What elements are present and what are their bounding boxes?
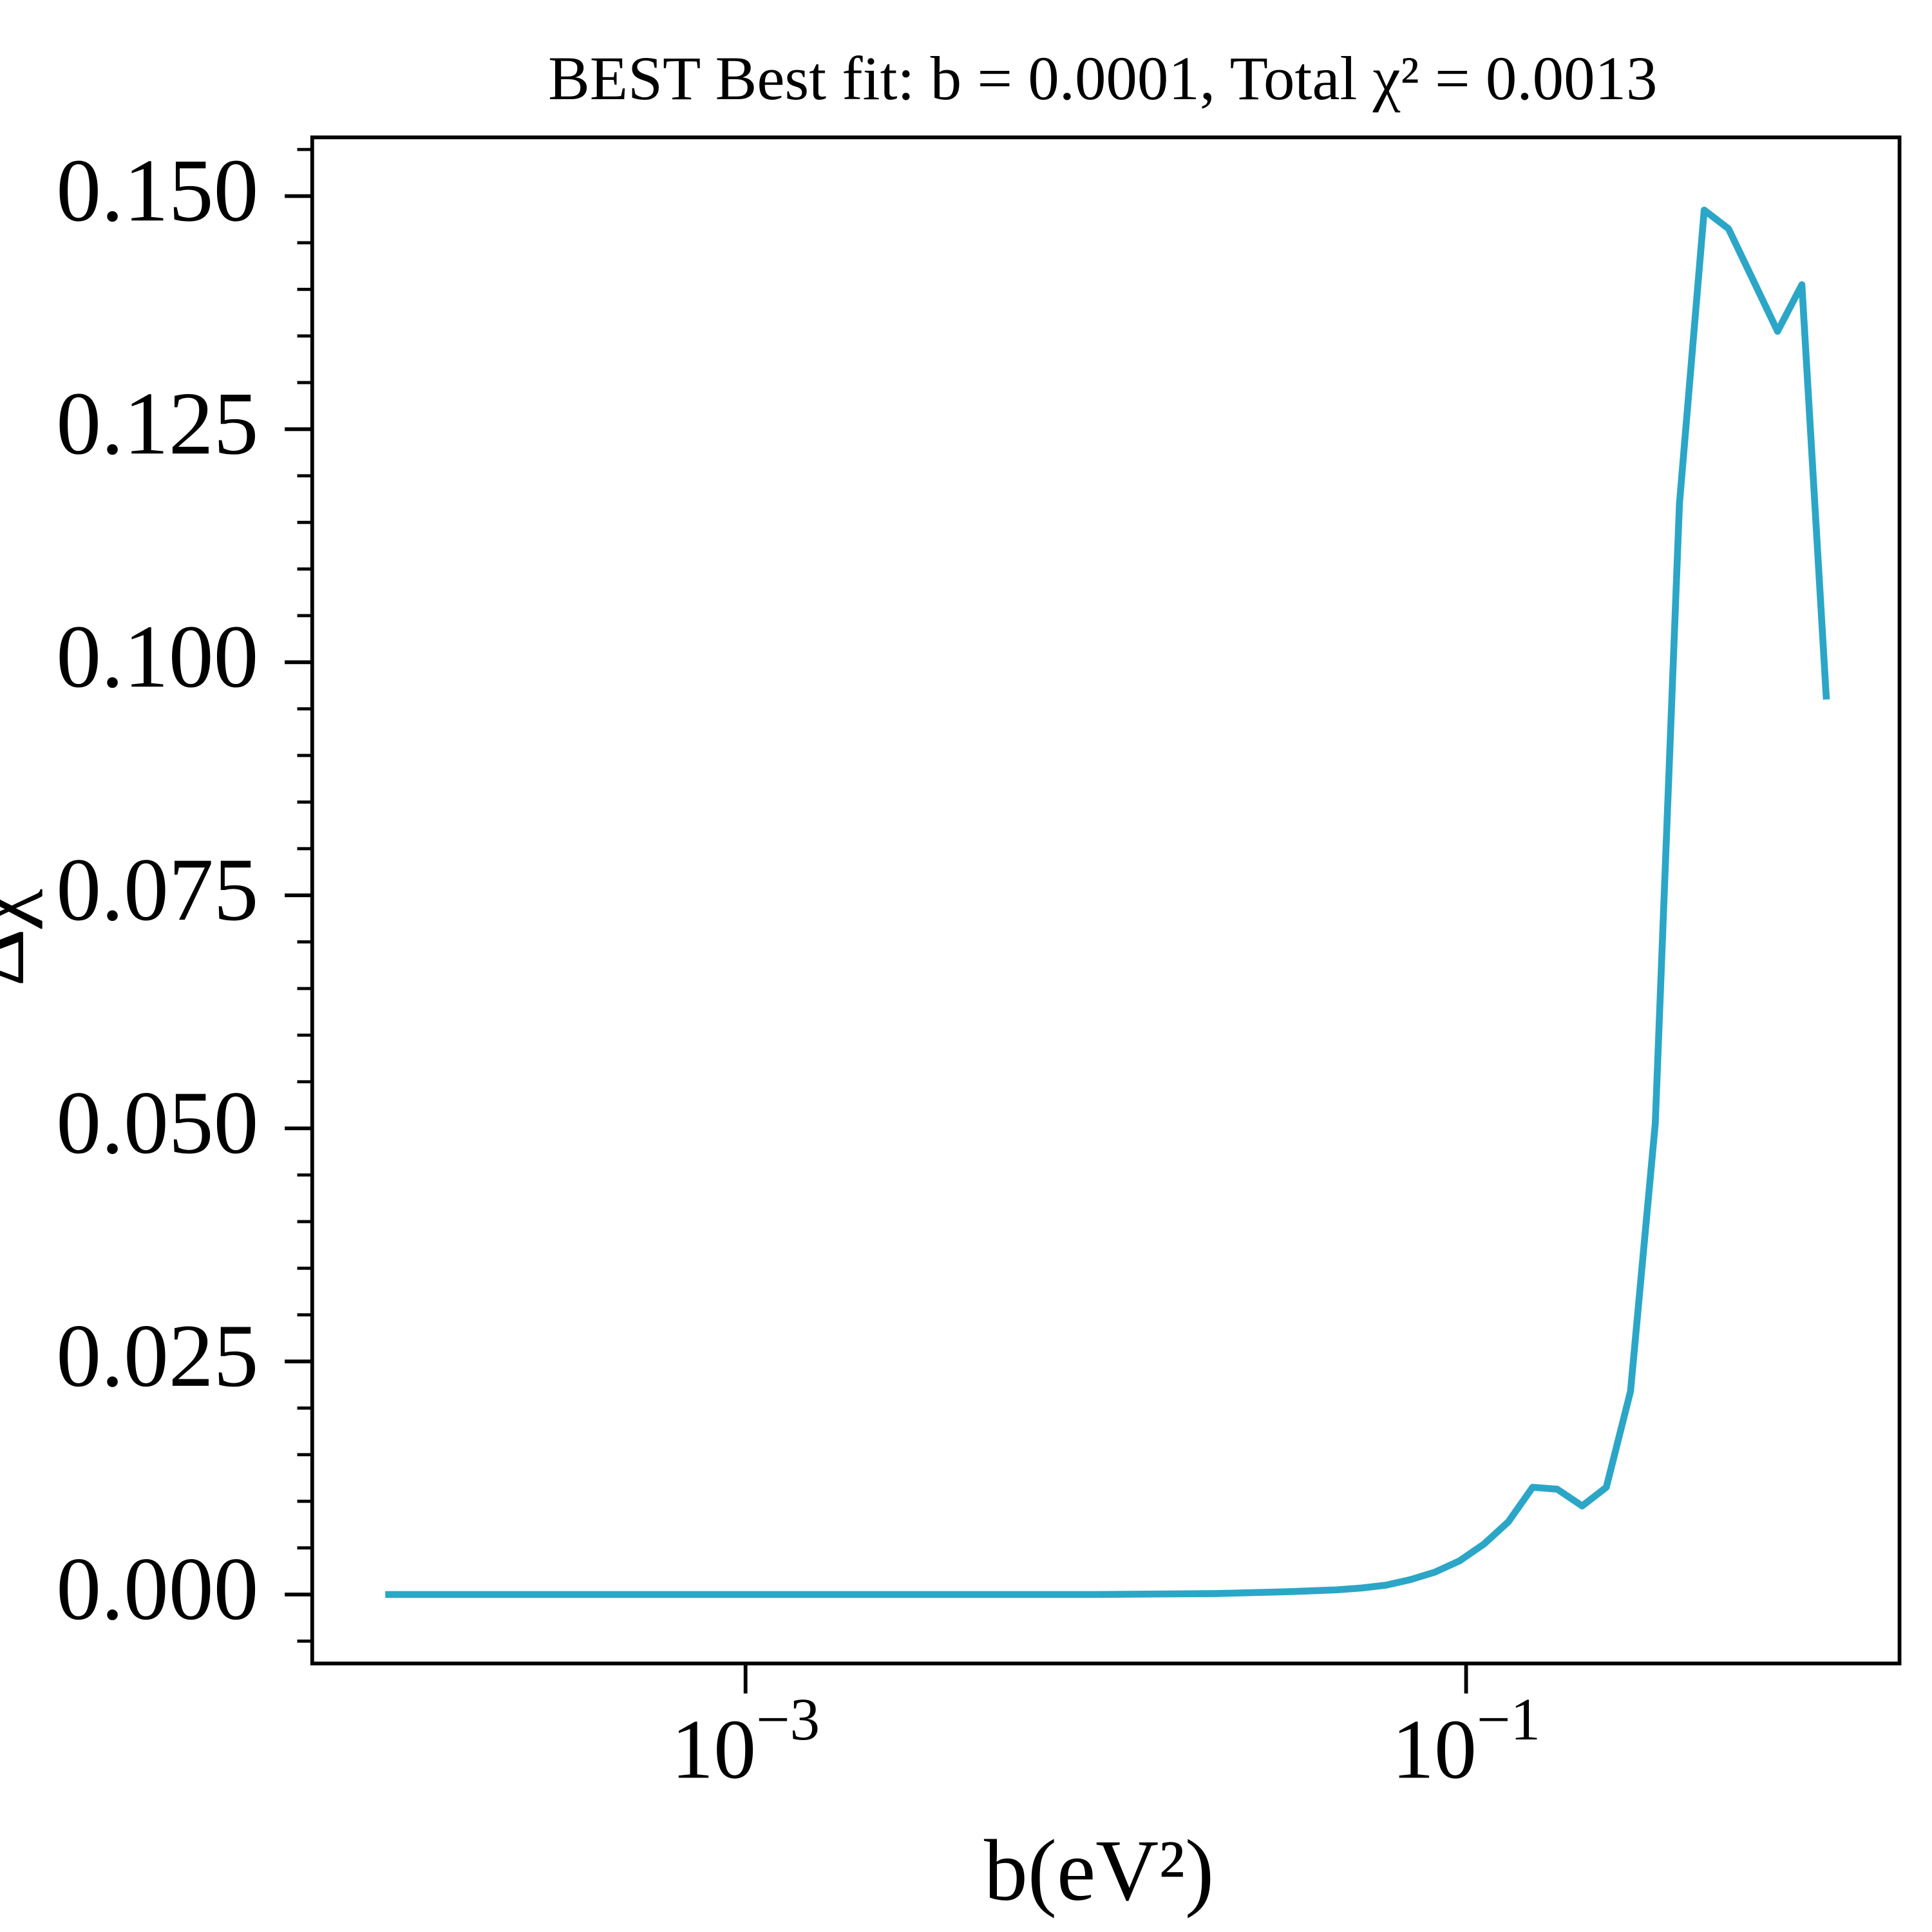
y-tick-label: 0.000 [56,1540,258,1639]
y-tick-label: 0.025 [56,1307,258,1406]
x-tick-label: 10−1 [1392,1687,1540,1796]
x-tick-label: 10−3 [671,1687,820,1796]
y-tick-label: 0.100 [56,607,258,706]
y-tick-label: 0.050 [56,1074,258,1173]
chart-title: BEST Best fit: b = 0.0001, Total χ² = 0.… [548,44,1657,113]
data-line [385,206,1830,1598]
plot-frame [310,135,1902,1665]
y-tick-label: 0.150 [56,141,258,240]
x-axis-label: b(eV²) [984,1823,1214,1919]
y-axis-label: Δχ² [0,862,43,987]
y-tick-label: 0.125 [56,374,258,473]
y-tick-label: 0.075 [56,840,258,940]
